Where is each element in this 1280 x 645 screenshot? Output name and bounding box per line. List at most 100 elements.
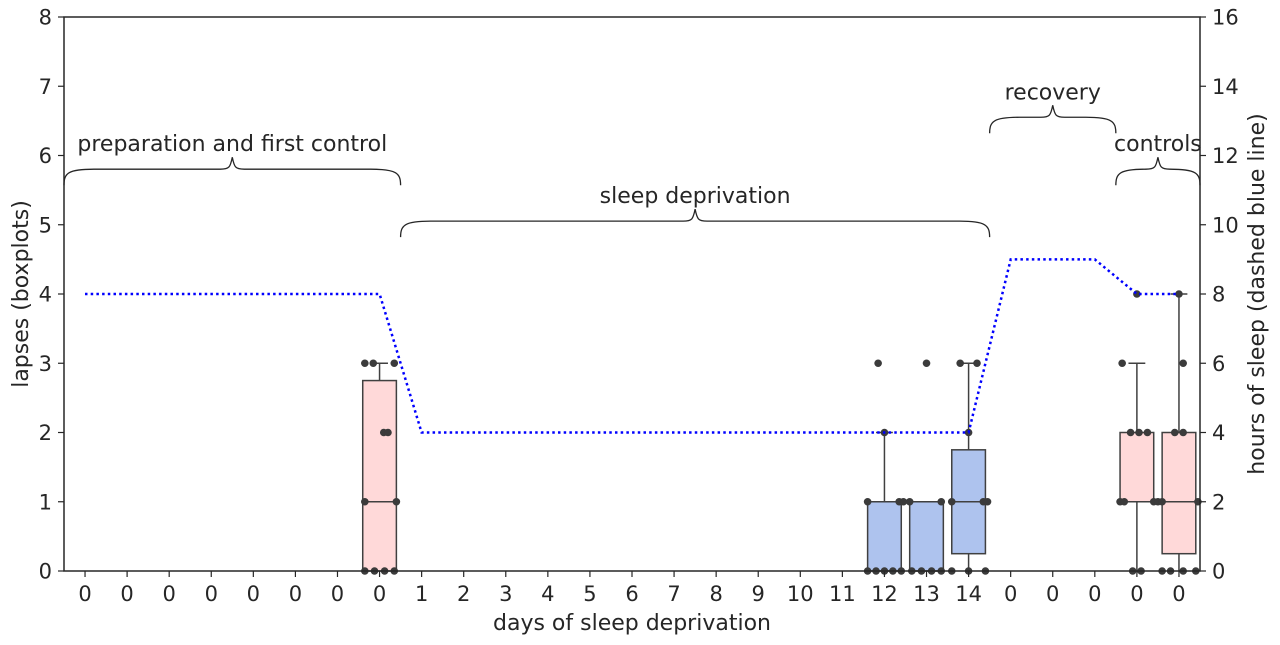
- boxplot: [863, 359, 908, 575]
- annotation-brace: [63, 157, 402, 186]
- boxplot: [905, 359, 946, 575]
- annotation-label: sleep deprivation: [600, 184, 791, 209]
- y-left-tick-label: 6: [39, 144, 52, 168]
- y-left-tick-label: 1: [39, 490, 52, 514]
- boxplots-layer: [361, 290, 1202, 575]
- data-point: [1135, 428, 1143, 437]
- data-point: [937, 497, 946, 506]
- y-right-tick-label: 8: [1212, 283, 1225, 307]
- boxplot: [1116, 290, 1162, 575]
- data-point: [1179, 428, 1187, 437]
- y-left-tick-label: 0: [39, 560, 52, 584]
- boxplot-box: [361, 379, 398, 572]
- data-point: [369, 359, 378, 368]
- y-right-tick-label: 0: [1212, 560, 1225, 584]
- data-point: [1126, 428, 1135, 437]
- x-tick-label: 0: [1046, 582, 1059, 606]
- data-point: [947, 497, 956, 506]
- data-point: [1175, 290, 1183, 298]
- y-left-tick-label: 3: [39, 352, 52, 376]
- y-left-tick-label: 4: [39, 283, 52, 307]
- ticks-layer: 0 0 0 0 0 0 0 0 1 2 3 4 5 6 7 8 9 10 11 12 13 14 0 0 0 0 001234567…: [39, 6, 1239, 607]
- data-point: [922, 359, 931, 368]
- x-tick-label: 4: [541, 582, 554, 606]
- data-point: [874, 359, 882, 368]
- x-tick-label: 0: [1130, 582, 1143, 606]
- boxplot: [947, 359, 992, 575]
- data-point: [1118, 359, 1126, 368]
- annotation-label: preparation and first control: [77, 132, 387, 157]
- y-right-tick-label: 10: [1212, 213, 1239, 237]
- x-tick-label: 0: [247, 582, 260, 606]
- x-axis-title: days of sleep deprivation: [493, 611, 771, 636]
- sleep-line-layer: [85, 258, 1179, 434]
- data-point: [1143, 428, 1152, 437]
- boxplot: [1158, 290, 1202, 575]
- x-tick-label: 1: [415, 582, 428, 606]
- data-point: [361, 359, 369, 368]
- data-point: [1158, 497, 1166, 506]
- x-tick-label: 0: [1088, 582, 1101, 606]
- x-tick-label: 8: [709, 582, 722, 606]
- data-point: [905, 497, 914, 506]
- data-point: [384, 428, 392, 437]
- x-tick-label: 11: [829, 582, 856, 606]
- annotation-label: recovery: [1005, 80, 1101, 105]
- x-tick-label: 0: [373, 582, 386, 606]
- boxplot-box: [1161, 431, 1197, 555]
- data-point: [1179, 359, 1187, 368]
- x-tick-label: 13: [913, 582, 940, 606]
- data-point: [392, 497, 401, 506]
- y-right-tick-label: 14: [1212, 75, 1239, 99]
- x-tick-label: 5: [583, 582, 596, 606]
- y-axis-left-title: lapses (boxplots): [9, 200, 34, 388]
- data-point: [863, 497, 872, 506]
- data-point: [1120, 497, 1129, 506]
- data-point: [956, 359, 964, 368]
- x-tick-label: 0: [205, 582, 218, 606]
- x-tick-label: 0: [78, 582, 91, 606]
- x-tick-label: 0: [120, 582, 133, 606]
- x-tick-label: 10: [787, 582, 814, 606]
- x-tick-label: 9: [752, 582, 765, 606]
- data-point: [899, 497, 908, 506]
- boxplot-box: [866, 501, 903, 572]
- y-left-tick-label: 8: [39, 6, 52, 30]
- y-right-tick-label: 6: [1212, 352, 1225, 376]
- x-tick-label: 14: [955, 582, 982, 606]
- data-point: [390, 359, 399, 368]
- x-tick-label: 0: [331, 582, 344, 606]
- x-tick-label: 0: [1004, 582, 1017, 606]
- x-tick-label: 6: [625, 582, 638, 606]
- y-right-tick-label: 16: [1212, 6, 1239, 30]
- x-tick-label: 0: [1172, 582, 1185, 606]
- annotation-brace: [1115, 157, 1201, 186]
- y-left-tick-label: 5: [39, 213, 52, 237]
- y-right-tick-label: 2: [1212, 490, 1225, 514]
- annotation-label: controls: [1114, 132, 1202, 157]
- boxplot: [361, 359, 401, 575]
- sleep-hours-line: [85, 258, 1179, 434]
- data-point: [361, 497, 369, 506]
- boxplot-box: [908, 501, 945, 572]
- y-right-tick-label: 12: [1212, 144, 1239, 168]
- x-tick-label: 3: [499, 582, 512, 606]
- x-tick-label: 2: [457, 582, 470, 606]
- annotations-layer: preparation and first control sleep depri…: [63, 80, 1202, 238]
- data-point: [983, 497, 992, 506]
- data-point: [973, 359, 981, 368]
- data-point: [1170, 428, 1179, 437]
- y-left-tick-label: 7: [39, 75, 52, 99]
- x-tick-label: 0: [289, 582, 302, 606]
- boxplot-box: [1119, 431, 1155, 503]
- x-tick-label: 0: [162, 582, 175, 606]
- y-right-tick-label: 4: [1212, 421, 1225, 445]
- y-axis-right-title: hours of sleep (dashed blue line): [1245, 113, 1270, 474]
- annotation-brace: [988, 105, 1117, 134]
- annotation-brace: [399, 209, 991, 238]
- x-tick-label: 7: [667, 582, 680, 606]
- y-left-tick-label: 2: [39, 421, 52, 445]
- x-tick-label: 12: [871, 582, 898, 606]
